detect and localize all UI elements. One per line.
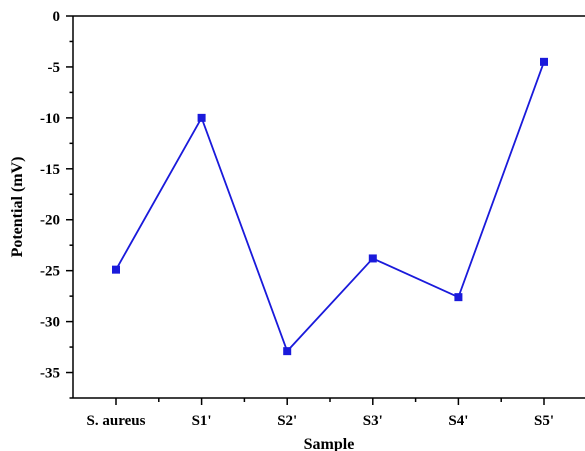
series-group bbox=[112, 57, 548, 356]
x-tick-label: S5' bbox=[534, 413, 554, 429]
x-tick-label: S. aureus bbox=[87, 413, 146, 429]
x-tick-label: S3' bbox=[363, 413, 383, 429]
axes bbox=[72, 15, 585, 399]
data-point-marker bbox=[283, 347, 292, 356]
data-point-marker bbox=[454, 293, 463, 302]
data-point-marker bbox=[112, 265, 120, 274]
y-tick-label: -25 bbox=[40, 264, 60, 280]
y-tick-label: -15 bbox=[40, 162, 60, 178]
x-axis-title: Sample bbox=[304, 436, 355, 451]
data-point-marker bbox=[197, 113, 206, 122]
x-ticks: S. aureus S1' S2' S3' S4' S5' bbox=[87, 398, 554, 429]
y-axis-title: Potential (mV) bbox=[9, 157, 26, 258]
x-tick-label: S1' bbox=[192, 413, 212, 429]
x-tick-label: S4' bbox=[448, 413, 468, 429]
x-tick-label: S2' bbox=[277, 413, 297, 429]
y-tick-label: -35 bbox=[40, 366, 60, 382]
y-tick-label: -10 bbox=[40, 111, 60, 127]
y-tick-label: 0 bbox=[53, 9, 61, 25]
series-line bbox=[115, 61, 545, 353]
y-tick-label: -30 bbox=[40, 315, 60, 331]
y-tick-label: -20 bbox=[40, 213, 60, 229]
data-point-marker bbox=[368, 254, 377, 263]
data-point-marker bbox=[540, 57, 548, 66]
y-tick-label: -5 bbox=[48, 60, 61, 76]
y-ticks: 0 -5 -10 -15 -20 -25 -30 -35 bbox=[40, 9, 73, 399]
